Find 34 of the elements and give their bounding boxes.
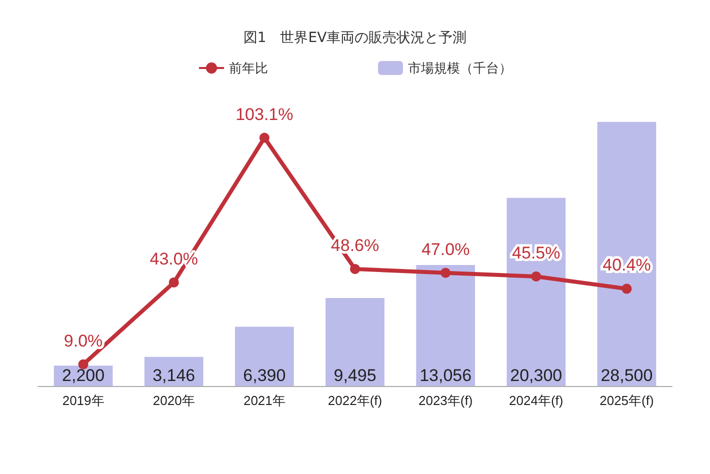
point	[168, 277, 179, 288]
data-label: 28,500	[600, 366, 653, 385]
data-label: 20,300	[510, 366, 562, 385]
point	[440, 268, 451, 278]
data-label: 9.0%	[64, 331, 103, 350]
data-label: 103.1%	[236, 104, 294, 124]
point	[78, 359, 88, 370]
x-tick-label: 2021年	[243, 393, 286, 408]
data-label: 47.0%	[421, 240, 470, 259]
point	[259, 132, 270, 143]
x-tick-label: 2020年	[152, 393, 195, 408]
chart-title: 図1 世界EV車両の販売状況と予測	[243, 30, 467, 46]
data-label: 9,495	[334, 366, 376, 385]
data-label: 3,146	[152, 366, 196, 385]
bar	[416, 265, 476, 386]
bar	[506, 198, 566, 386]
bar	[597, 122, 656, 386]
x-tick-label: 2019年	[62, 393, 104, 408]
data-label: 6,390	[243, 366, 286, 385]
x-tick-label: 2024年(f)	[509, 393, 564, 408]
x-tick-label: 2022年(f)	[328, 393, 382, 408]
legend-label: 前年比	[229, 60, 268, 76]
data-label: 45.5%	[512, 243, 560, 262]
legend-label: 市場規模（千台）	[408, 60, 512, 76]
bar	[326, 298, 384, 386]
data-label: 13,056	[420, 366, 472, 385]
data-label: 40.4%	[602, 256, 651, 275]
data-label: 2,200	[62, 366, 105, 385]
x-tick-label: 2023年(f)	[418, 393, 473, 408]
point	[350, 264, 360, 274]
point	[622, 284, 632, 294]
x-tick-label: 2025年(f)	[600, 393, 654, 408]
point	[531, 271, 542, 282]
bar	[234, 326, 294, 386]
